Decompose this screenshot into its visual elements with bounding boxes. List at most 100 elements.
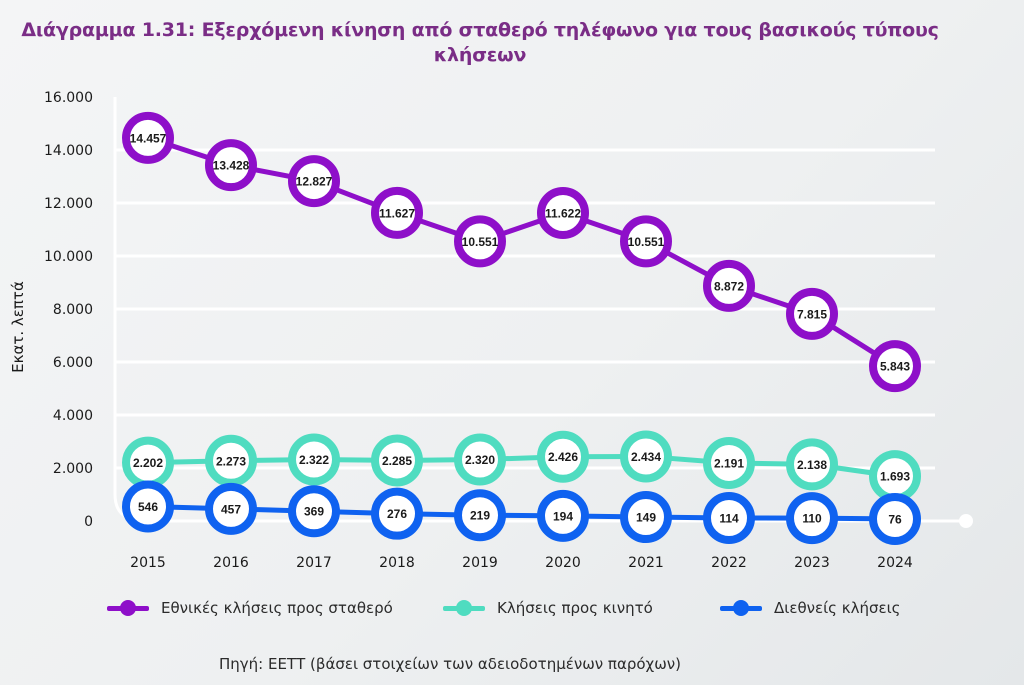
data-point[interactable]: 546 bbox=[122, 480, 174, 533]
source-note: Πηγή: ΕΕΤΤ (βάσει στοιχείων των αδειοδοτ… bbox=[218, 655, 682, 673]
data-label: 10.551 bbox=[462, 235, 499, 249]
data-point[interactable]: 2.191 bbox=[703, 436, 755, 489]
data-marker bbox=[288, 485, 340, 538]
data-label: 2.285 bbox=[382, 454, 412, 468]
x-tick-label: 2020 bbox=[545, 555, 581, 571]
data-label: 194 bbox=[553, 509, 573, 523]
data-point[interactable]: 2.320 bbox=[454, 433, 506, 486]
data-marker bbox=[454, 433, 506, 486]
data-label: 2.191 bbox=[714, 456, 744, 470]
y-tick-label: 8.000 bbox=[53, 302, 93, 318]
data-label: 2.322 bbox=[299, 453, 329, 467]
data-point[interactable]: 10.551 bbox=[620, 215, 672, 268]
legend-item-national[interactable]: Εθνικές κλήσεις προς σταθερό bbox=[107, 598, 393, 618]
data-marker bbox=[288, 433, 340, 486]
data-label: 114 bbox=[719, 511, 739, 525]
data-marker bbox=[703, 491, 755, 544]
x-tick-label: 2015 bbox=[130, 555, 166, 571]
data-point[interactable]: 2.273 bbox=[205, 434, 257, 487]
data-label: 546 bbox=[138, 500, 158, 514]
data-label: 2.273 bbox=[216, 454, 246, 468]
legend-swatch-mobile bbox=[443, 598, 485, 618]
legend-swatch-national bbox=[107, 598, 149, 618]
legend-item-international[interactable]: Διεθνείς κλήσεις bbox=[720, 598, 900, 618]
x-tick-label: 2018 bbox=[379, 555, 415, 571]
data-marker bbox=[454, 215, 506, 268]
data-point[interactable]: 2.202 bbox=[122, 436, 174, 489]
series-line bbox=[147, 453, 896, 479]
data-point[interactable]: 2.434 bbox=[620, 430, 672, 483]
data-marker bbox=[786, 438, 838, 491]
data-label: 14.457 bbox=[130, 131, 167, 145]
data-marker bbox=[537, 489, 589, 542]
y-tick-label: 6.000 bbox=[53, 355, 93, 371]
legend-label-mobile: Κλήσεις προς κινητό bbox=[497, 599, 653, 617]
data-marker bbox=[371, 186, 423, 239]
data-label: 2.138 bbox=[797, 458, 827, 472]
data-marker bbox=[786, 492, 838, 545]
data-marker bbox=[288, 155, 340, 208]
data-label: 369 bbox=[304, 505, 324, 519]
data-point[interactable]: 14.457 bbox=[122, 111, 174, 164]
data-point[interactable]: 2.426 bbox=[537, 430, 589, 483]
data-label: 149 bbox=[636, 511, 656, 525]
data-label: 457 bbox=[221, 502, 241, 516]
data-label: 2.426 bbox=[548, 450, 578, 464]
data-point[interactable]: 13.428 bbox=[205, 139, 257, 192]
data-marker bbox=[786, 287, 838, 340]
y-tick-label: 0 bbox=[84, 514, 93, 530]
data-point[interactable]: 276 bbox=[371, 487, 423, 540]
data-label: 2.434 bbox=[631, 450, 661, 464]
data-point[interactable]: 194 bbox=[537, 489, 589, 542]
legend-item-mobile[interactable]: Κλήσεις προς κινητό bbox=[443, 598, 653, 618]
data-point[interactable]: 5.843 bbox=[869, 340, 921, 393]
x-axis-end-dot bbox=[959, 514, 973, 528]
data-label: 76 bbox=[888, 512, 902, 526]
data-marker bbox=[122, 480, 174, 533]
data-point[interactable]: 76 bbox=[869, 492, 921, 545]
data-marker bbox=[205, 482, 257, 535]
data-marker bbox=[869, 492, 921, 545]
data-point[interactable]: 369 bbox=[288, 485, 340, 538]
data-marker bbox=[620, 491, 672, 544]
data-point[interactable]: 219 bbox=[454, 489, 506, 542]
data-point[interactable]: 149 bbox=[620, 491, 672, 544]
data-point[interactable]: 2.138 bbox=[786, 438, 838, 491]
data-label: 2.202 bbox=[133, 456, 163, 470]
data-marker bbox=[205, 139, 257, 192]
data-point[interactable]: 7.815 bbox=[786, 287, 838, 340]
chart-title-line-1: Διάγραμμα 1.31: Εξερχόμενη κίνηση από στ… bbox=[21, 19, 939, 41]
data-point[interactable]: 11.627 bbox=[371, 186, 423, 239]
y-tick-label: 14.000 bbox=[44, 143, 93, 159]
data-point[interactable]: 457 bbox=[205, 482, 257, 535]
x-tick-label: 2021 bbox=[628, 555, 664, 571]
data-marker bbox=[620, 430, 672, 483]
series-group: 14.457 13.428 12.827 11.627 10.551 11.622 10.5… bbox=[122, 111, 921, 545]
data-point[interactable]: 10.551 bbox=[454, 215, 506, 268]
data-point[interactable]: 8.872 bbox=[703, 259, 755, 312]
data-label: 8.872 bbox=[714, 279, 744, 293]
series-line bbox=[147, 504, 896, 522]
data-label: 1.693 bbox=[880, 470, 910, 484]
data-marker bbox=[703, 436, 755, 489]
y-axis-ticks: 0 2.000 4.000 6.000 8.000 10.000 12.000 14.000 1… bbox=[44, 90, 93, 530]
data-point[interactable]: 2.322 bbox=[288, 433, 340, 486]
y-tick-label: 12.000 bbox=[44, 196, 93, 212]
data-point[interactable]: 114 bbox=[703, 491, 755, 544]
data-marker bbox=[122, 111, 174, 164]
data-label: 13.428 bbox=[213, 159, 250, 173]
data-marker bbox=[371, 487, 423, 540]
x-tick-label: 2023 bbox=[794, 555, 830, 571]
data-point[interactable]: 12.827 bbox=[288, 155, 340, 208]
legend-label-international: Διεθνείς κλήσεις bbox=[774, 599, 901, 617]
data-marker bbox=[620, 215, 672, 268]
series-line bbox=[147, 135, 897, 369]
data-point[interactable]: 110 bbox=[786, 492, 838, 545]
x-tick-label: 2024 bbox=[877, 555, 913, 571]
data-point[interactable]: 2.285 bbox=[371, 434, 423, 487]
y-tick-label: 10.000 bbox=[44, 249, 93, 265]
data-point[interactable]: 1.693 bbox=[869, 450, 921, 503]
data-point[interactable]: 11.622 bbox=[537, 187, 589, 240]
data-label: 11.627 bbox=[379, 206, 415, 220]
